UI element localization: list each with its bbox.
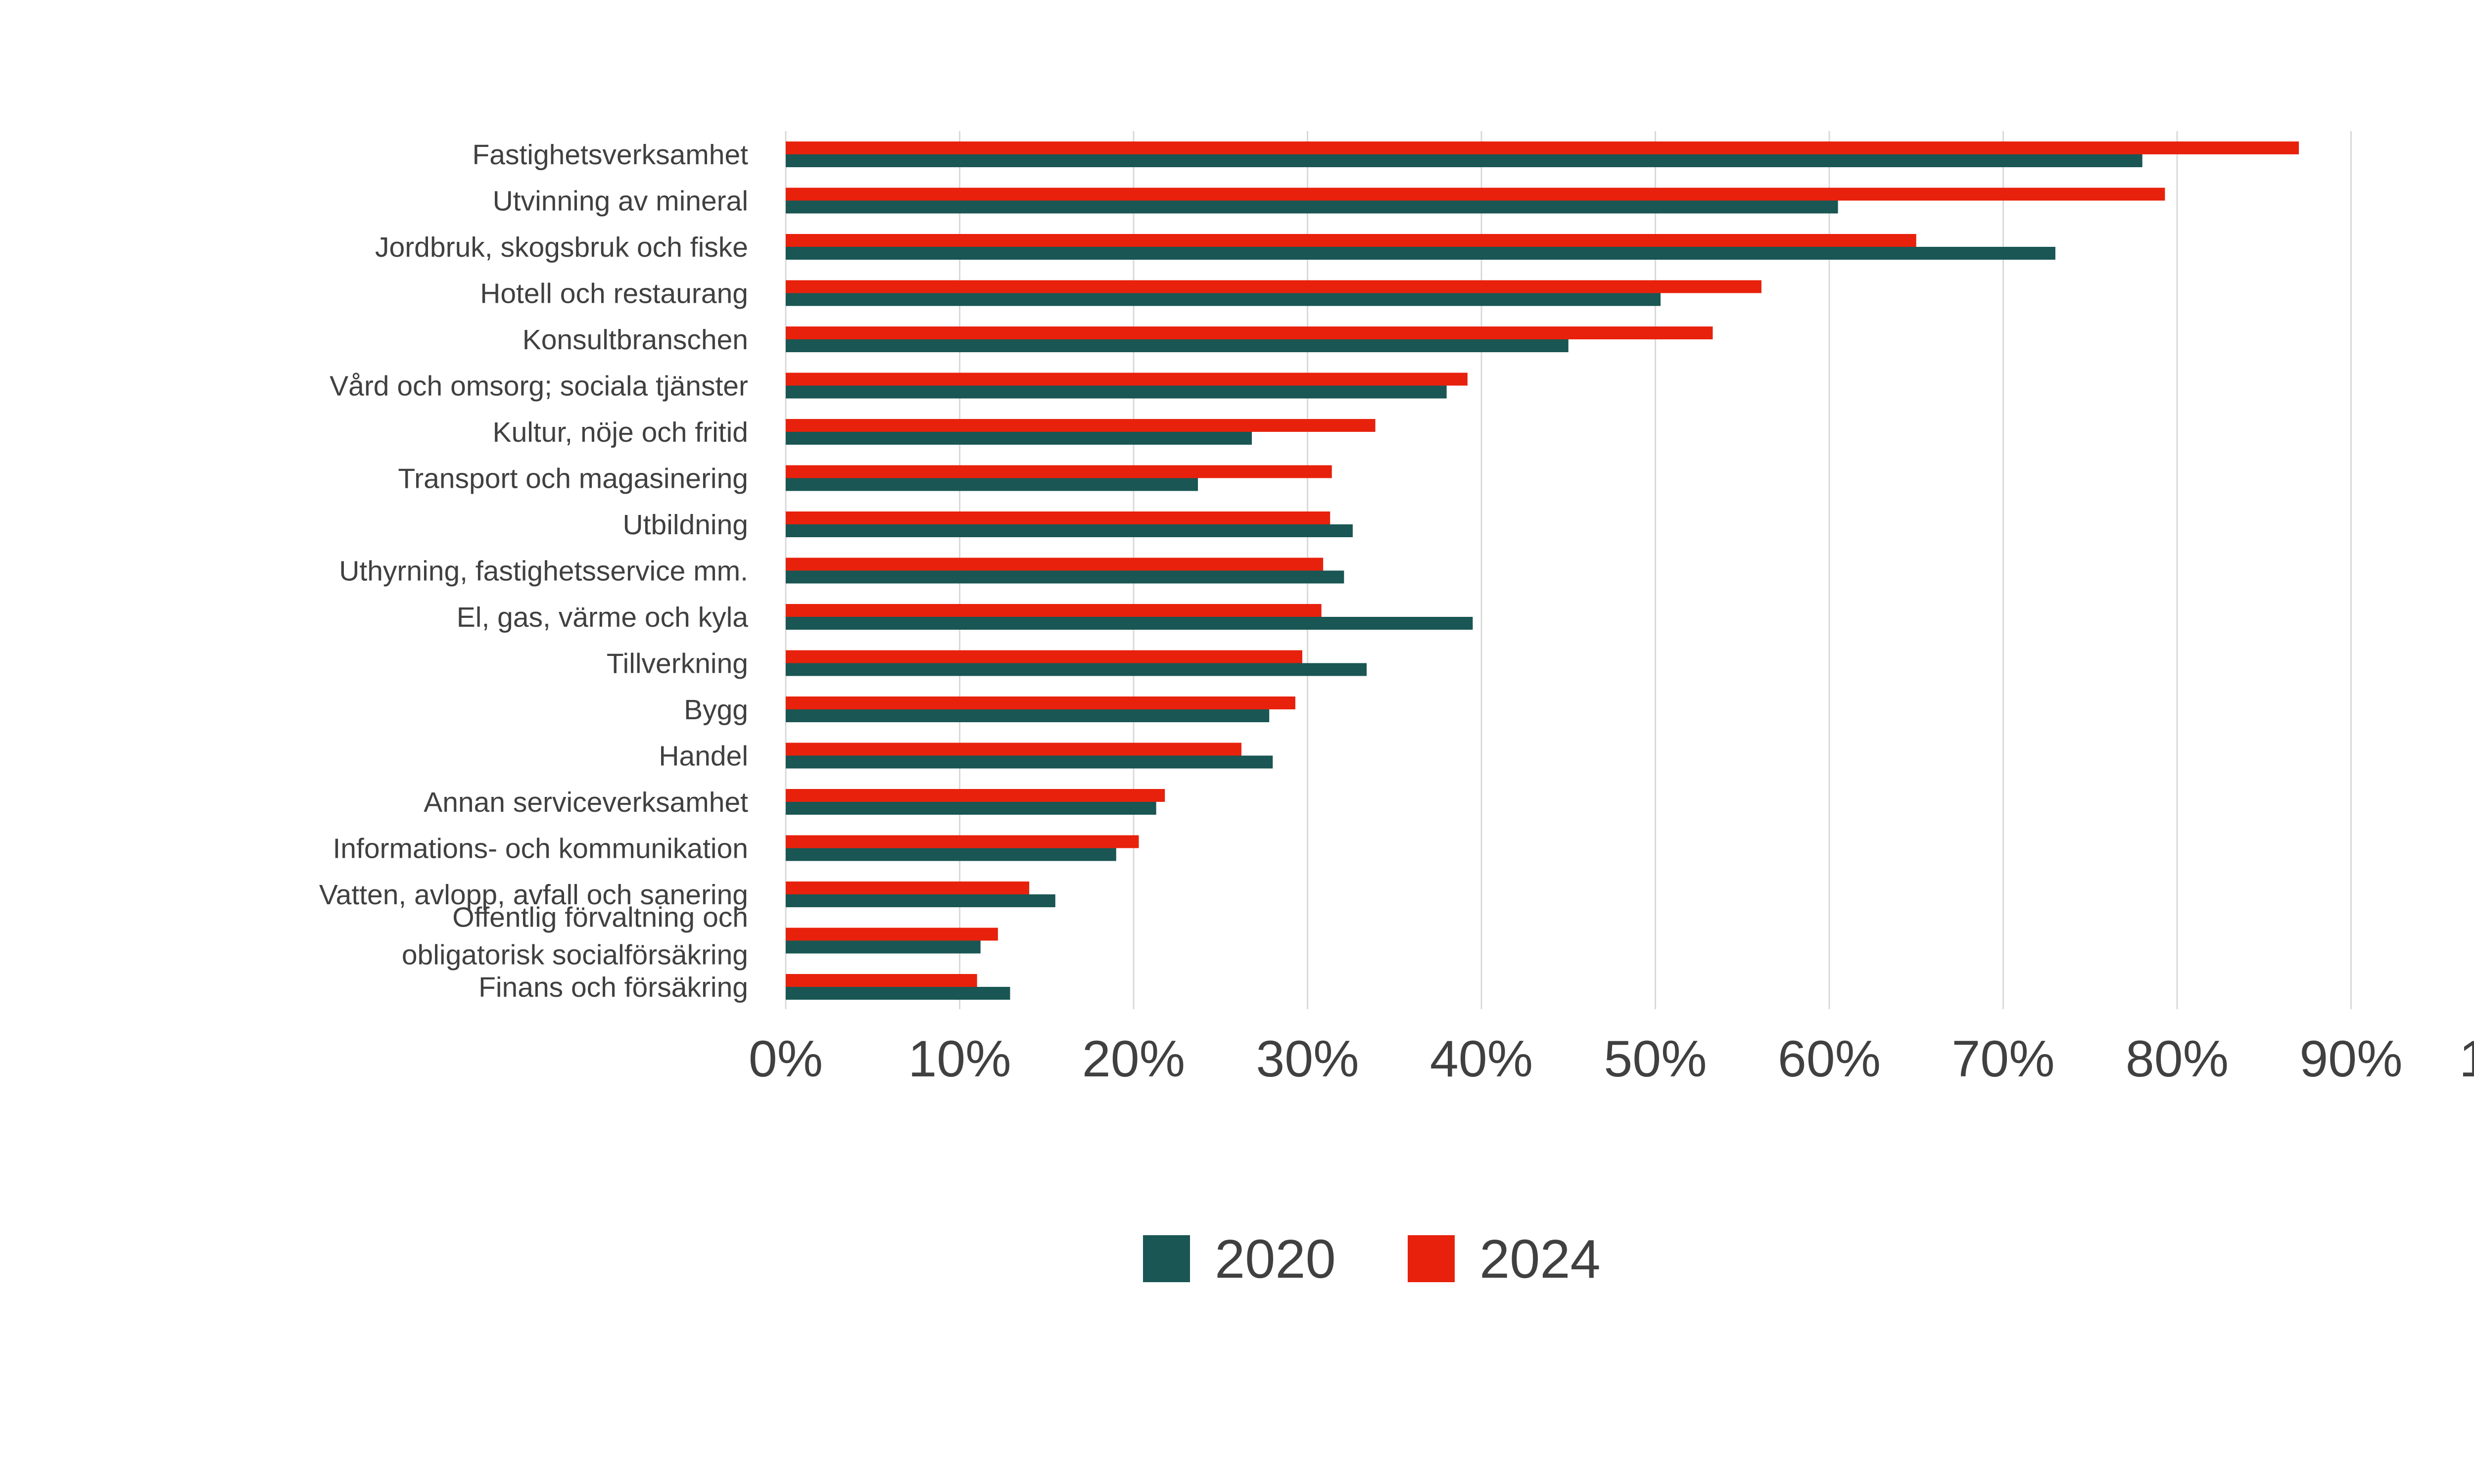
bar-2020-bygg	[786, 709, 1270, 722]
bar-2020-kultur-noje-och-fritid	[786, 432, 1252, 445]
bar-2020-finans-och-forsakring	[786, 987, 1010, 1000]
legend: 2020 2024	[1143, 1229, 1601, 1290]
bar-2024-utvinning-av-mineral	[786, 187, 2165, 201]
bar-2024-finans-och-forsakring	[786, 974, 977, 987]
bar-2024-hotell-och-restaurang	[786, 280, 1761, 293]
bar-2024-el-gas-varme-och-kyla	[786, 604, 1322, 617]
legend-label-2024: 2024	[1479, 1229, 1601, 1290]
category-label-informations-och-kommunikation: Informations- och kommunikation	[333, 833, 748, 865]
bar-2020-transport-och-magasinering	[786, 478, 1198, 491]
category-label-vatten-avlopp-avfall-och-sanering: Vatten, avlopp, avfall och sanering	[319, 879, 748, 911]
category-label-utvinning-av-mineral: Utvinning av mineral	[493, 186, 748, 217]
category-label-line: obligatorisk socialförsäkring	[402, 939, 748, 971]
category-label-uthyrning-fastighetsservice-mm: Uthyrning, fastighetsservice mm.	[339, 556, 748, 587]
category-label-kultur-noje-och-fritid: Kultur, nöje och fritid	[493, 417, 748, 448]
category-label-el-gas-varme-och-kyla: El, gas, värme och kyla	[457, 602, 749, 633]
category-label-bygg: Bygg	[684, 694, 748, 726]
bar-2024-bygg	[786, 696, 1295, 709]
category-labels: Fastighetsverksamhet Utvinning av mineral…	[319, 139, 748, 1003]
bar-2020-utbildning	[786, 524, 1353, 537]
bar-2024-annan-serviceverksamhet	[786, 789, 1165, 802]
x-tick-label: 30%	[1256, 1030, 1359, 1088]
bar-2024-informations-och-kommunikation	[786, 835, 1139, 848]
grid-lines	[785, 131, 2352, 1009]
x-tick-label: 100%	[2459, 1030, 2474, 1088]
bar-2020-vatten-avlopp-avfall-och-sanering	[786, 894, 1055, 907]
bar-2024-uthyrning-fastighetsservice-mm	[786, 557, 1324, 571]
bar-2020-utvinning-av-mineral	[786, 200, 1838, 214]
bar-2020-tillverkning	[786, 663, 1367, 676]
category-label-hotell-och-restaurang: Hotell och restaurang	[480, 278, 748, 310]
category-label-finans-och-forsakring: Finans och försäkring	[478, 972, 748, 1003]
bar-2024-vard-och-omsorg-sociala-tjanster	[786, 372, 1468, 386]
bar-2024-kultur-noje-och-fritid	[786, 419, 1376, 432]
category-label-utbildning: Utbildning	[623, 509, 749, 541]
category-label-vard-och-omsorg-sociala-tjanster: Vård och omsorg; sociala tjänster	[330, 371, 748, 402]
x-tick-label: 60%	[1778, 1030, 1881, 1088]
bar-2020-hotell-och-restaurang	[786, 293, 1661, 306]
category-label-handel: Handel	[659, 741, 748, 772]
bar-2024-fastighetsverksamhet	[786, 141, 2299, 154]
x-tick-label: 20%	[1082, 1030, 1185, 1088]
bar-2020-handel	[786, 755, 1273, 769]
category-label-offentlig-forvaltning-och-obligatorisk-socialforsakring: Offentlig förvaltning och obligatorisk so…	[402, 902, 748, 971]
category-label-konsultbranschen: Konsultbranschen	[523, 324, 748, 356]
x-tick-label: 0%	[749, 1030, 823, 1088]
bar-2020-konsultbranschen	[786, 339, 1569, 352]
legend-label-2020: 2020	[1215, 1229, 1336, 1290]
legend-swatch-2020	[1143, 1235, 1190, 1282]
bar-2024-offentlig-forvaltning-och-obligatorisk-socialforsakring	[786, 928, 998, 941]
category-label-transport-och-magasinering: Transport och magasinering	[398, 463, 748, 495]
bars	[786, 141, 2299, 1000]
x-tick-labels: 0% 10% 20% 30% 40% 50% 60% 70% 80% 90% 100%	[749, 1030, 2474, 1088]
bar-2020-vard-och-omsorg-sociala-tjanster	[786, 385, 1447, 399]
legend-swatch-2024	[1408, 1235, 1455, 1282]
bar-2020-fastighetsverksamhet	[786, 154, 2142, 167]
category-label-tillverkning: Tillverkning	[607, 648, 748, 680]
bar-2020-informations-och-kommunikation	[786, 848, 1116, 861]
bar-2020-jordbruk-skogsbruk-och-fiske	[786, 247, 2055, 260]
x-tick-label: 10%	[908, 1030, 1011, 1088]
category-label-annan-serviceverksamhet: Annan serviceverksamhet	[424, 787, 748, 818]
bar-2024-vatten-avlopp-avfall-och-sanering	[786, 881, 1030, 894]
bar-2020-el-gas-varme-och-kyla	[786, 617, 1473, 630]
category-label-fastighetsverksamhet: Fastighetsverksamhet	[472, 139, 748, 171]
bar-2024-utbildning	[786, 511, 1331, 524]
bar-2024-tillverkning	[786, 650, 1302, 663]
x-tick-label: 50%	[1604, 1030, 1707, 1088]
bar-2020-offentlig-forvaltning-och-obligatorisk-socialforsakring	[786, 940, 981, 954]
bar-2024-konsultbranschen	[786, 326, 1713, 339]
x-tick-label: 40%	[1430, 1030, 1533, 1088]
bar-2024-jordbruk-skogsbruk-och-fiske	[786, 234, 1916, 247]
x-tick-label: 70%	[1951, 1030, 2054, 1088]
x-tick-label: 90%	[2299, 1030, 2402, 1088]
category-label-jordbruk-skogsbruk-och-fiske: Jordbruk, skogsbruk och fiske	[375, 232, 748, 263]
bar-2020-annan-serviceverksamhet	[786, 802, 1156, 815]
bar-2020-uthyrning-fastighetsservice-mm	[786, 570, 1344, 584]
bar-2024-transport-och-magasinering	[786, 465, 1332, 478]
x-tick-label: 80%	[2126, 1030, 2229, 1088]
category-label-line: Offentlig förvaltning och	[452, 902, 748, 933]
bar-2024-handel	[786, 742, 1241, 756]
